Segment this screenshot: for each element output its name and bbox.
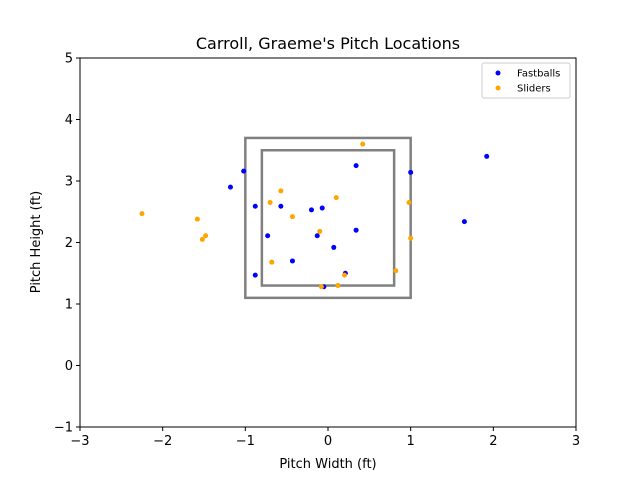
x-tick-label: 0 [324,434,332,449]
point-sliders [318,284,324,290]
y-axis-label: Pitch Height (ft) [29,191,44,293]
point-sliders [199,236,205,242]
point-sliders [203,233,209,239]
point-fastballs [314,233,320,239]
point-fastballs [227,184,233,190]
y-tick-label: 2 [65,236,73,251]
y-tick-label: 3 [65,175,73,190]
point-fastballs [353,163,359,169]
legend-label-fastballs: Fastballs [517,69,560,80]
point-fastballs [289,258,295,264]
legend-box [481,62,571,99]
legend-marker-fastballs [495,70,501,76]
point-sliders [278,188,284,194]
point-sliders [194,216,200,222]
y-tick-label: −1 [54,421,73,436]
point-sliders [342,272,348,278]
point-fastballs [408,169,414,175]
x-axis-label: Pitch Width (ft) [279,457,376,472]
legend-marker-sliders [495,85,501,91]
point-fastballs [308,207,314,213]
x-tick-label: −1 [236,434,255,449]
legend-label-sliders: Sliders [517,84,551,95]
legend: Fastballs Sliders [481,62,571,99]
x-tick-label: 2 [489,434,497,449]
point-sliders [360,141,366,147]
point-sliders [289,214,295,220]
inner-strike-zone [260,149,396,287]
chart-title: Carroll, Graeme's Pitch Locations [196,34,460,53]
point-fastballs [461,219,467,225]
y-axis: −1 0 1 2 3 4 5 [54,52,80,436]
outer-strike-zone [244,136,412,300]
x-tick-label: 3 [572,434,580,449]
point-fastballs [484,153,490,159]
x-tick-label: −3 [70,434,89,449]
point-fastballs [278,203,284,209]
point-sliders [333,195,339,201]
point-sliders [317,228,323,234]
point-sliders [393,268,399,274]
point-fastballs [331,244,337,250]
y-tick-label: 1 [65,298,73,313]
plot-area [139,136,490,300]
point-sliders [267,200,273,206]
point-sliders [269,259,275,265]
point-fastballs [252,203,258,209]
y-tick-label: 4 [65,113,73,128]
point-fastballs [353,227,359,233]
point-sliders [139,211,145,217]
point-fastballs [319,205,325,211]
x-tick-label: 1 [407,434,415,449]
point-fastballs [265,233,271,239]
point-fastballs [252,272,258,278]
point-fastballs [241,168,247,174]
y-tick-label: 5 [65,52,73,67]
point-sliders [335,283,341,289]
point-sliders [408,235,414,241]
x-axis: −3 −2 −1 0 1 2 3 [70,427,580,449]
point-sliders [406,200,412,206]
y-tick-label: 0 [65,359,73,374]
x-tick-label: −2 [153,434,172,449]
